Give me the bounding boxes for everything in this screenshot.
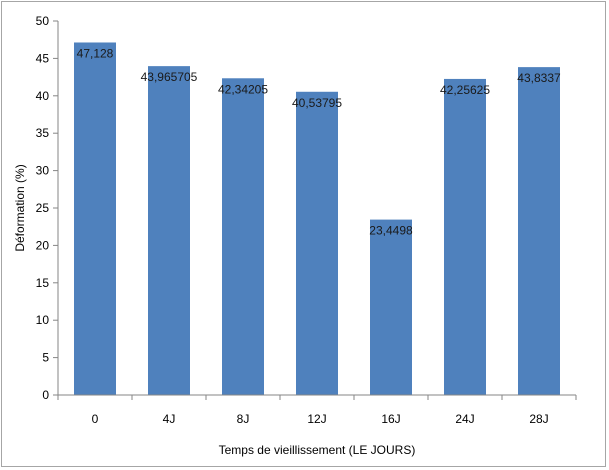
y-tick-label: 45 <box>36 51 50 65</box>
data-label: 42,34205 <box>218 82 268 96</box>
y-tick-label: 25 <box>36 201 50 215</box>
y-axis-ticks: 0 5 10 15 20 25 30 35 40 45 50 <box>36 14 58 402</box>
x-tick-label: 24J <box>455 412 474 426</box>
bars <box>74 42 560 396</box>
x-axis-title: Temps de vieillissement (LE JOURS) <box>219 443 416 457</box>
y-tick-label: 40 <box>36 89 50 103</box>
data-label: 43,8337 <box>517 71 561 85</box>
bar <box>518 67 560 395</box>
y-axis-title: Déformation (%) <box>13 164 27 251</box>
bar <box>296 91 338 396</box>
data-label: 43,965705 <box>141 70 198 84</box>
data-label: 42,25625 <box>440 83 490 97</box>
y-tick-label: 20 <box>36 238 50 252</box>
bar <box>74 42 116 396</box>
y-tick-label: 5 <box>42 351 49 365</box>
y-tick-label: 50 <box>36 14 50 28</box>
bar <box>444 78 486 395</box>
x-tick-label: 4J <box>163 412 176 426</box>
bar <box>370 219 412 395</box>
bar <box>222 78 264 395</box>
y-tick-label: 30 <box>36 164 50 178</box>
y-tick-label: 0 <box>42 388 49 402</box>
data-label: 23,4498 <box>369 224 413 238</box>
x-tick-label: 8J <box>237 412 250 426</box>
x-tick-label: 28J <box>529 412 548 426</box>
x-tick-label: 12J <box>307 412 326 426</box>
x-tick-label: 16J <box>381 412 400 426</box>
y-tick-label: 10 <box>36 313 50 327</box>
bar <box>148 66 190 395</box>
y-tick-label: 15 <box>36 276 50 290</box>
data-label: 47,128 <box>77 46 114 60</box>
y-tick-label: 35 <box>36 126 50 140</box>
x-tick-label: 0 <box>92 412 99 426</box>
x-axis-ticks: 0 4J 8J 12J 16J 24J 28J <box>57 395 577 426</box>
data-label: 40,53795 <box>292 96 342 110</box>
data-labels: 47,128 43,965705 42,34205 40,53795 23,4498 42… <box>77 46 561 237</box>
